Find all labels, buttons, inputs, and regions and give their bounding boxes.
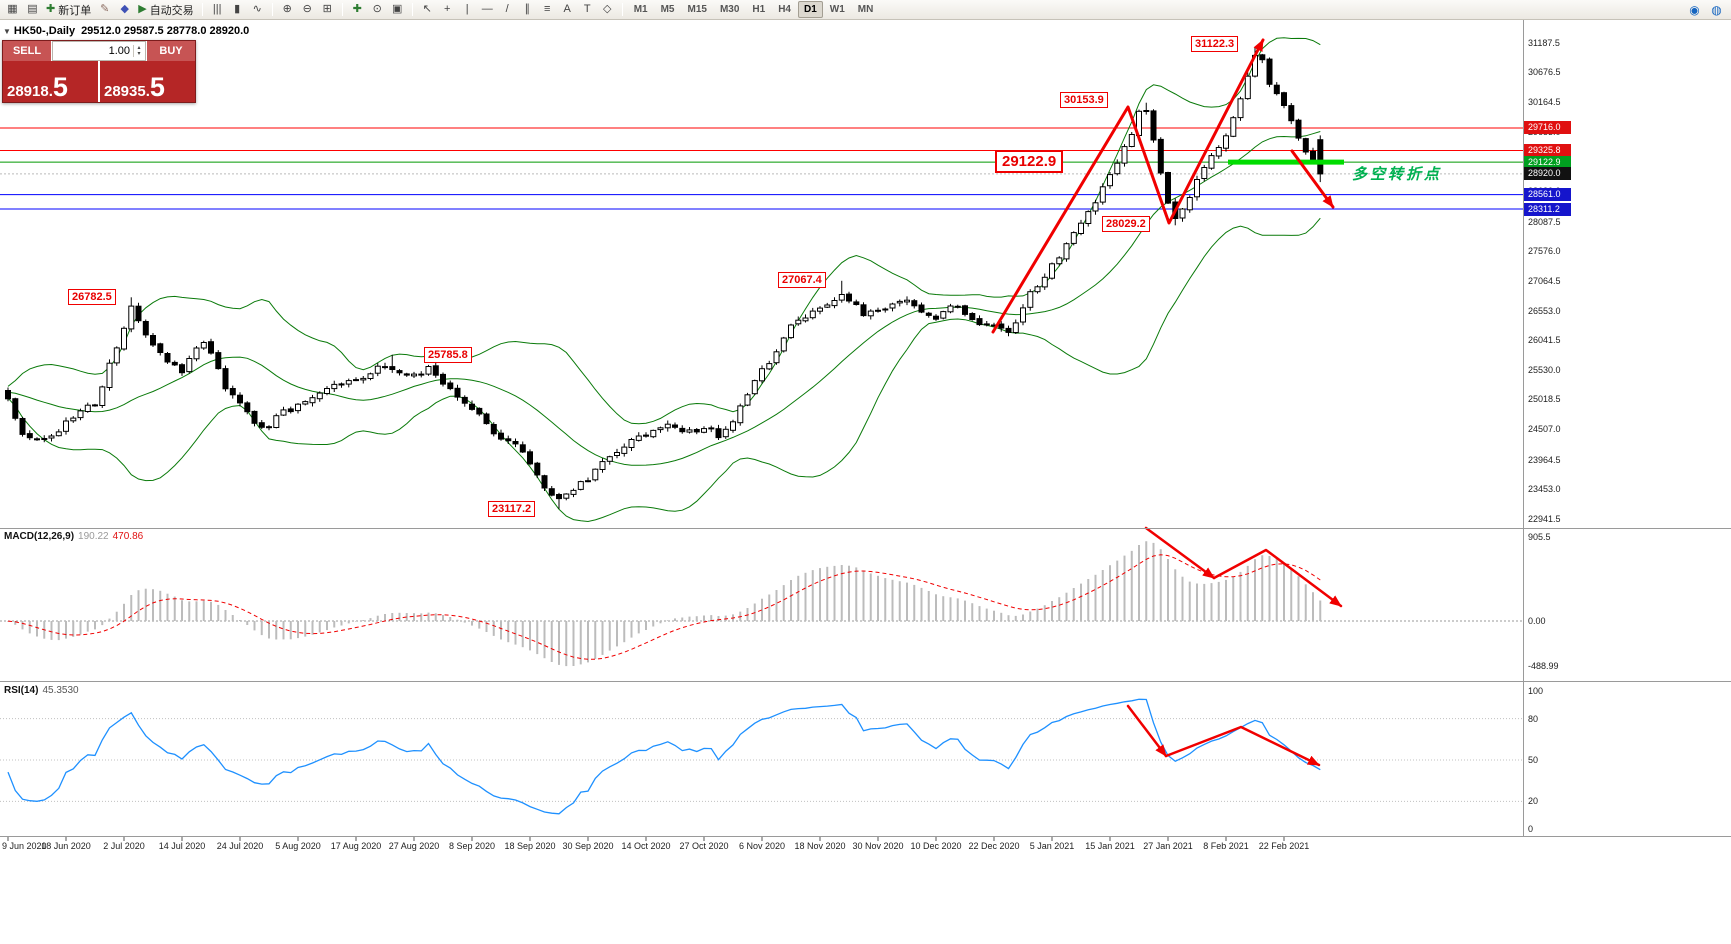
new-order-button[interactable]: ✚ 新订单 bbox=[43, 1, 94, 18]
new-chart-icon[interactable]: ▦ bbox=[3, 1, 22, 18]
buy-price[interactable]: 28935. 5 bbox=[100, 61, 195, 102]
timeframe-m30[interactable]: M30 bbox=[719, 4, 740, 15]
bar-chart-icon: ||| bbox=[212, 3, 222, 15]
vertical-line-icon[interactable]: | bbox=[458, 1, 477, 18]
macd-main-value: 190.22 bbox=[78, 531, 109, 542]
trendline-icon[interactable]: / bbox=[498, 1, 517, 18]
channel-icon: ∥ bbox=[524, 3, 530, 15]
sell-price[interactable]: 28918. 5 bbox=[3, 61, 98, 102]
volume-down-icon[interactable]: ▾ bbox=[137, 51, 141, 57]
candlestick-chart-icon: ▮ bbox=[234, 3, 241, 15]
toolbar-right-group: ◉ ◍ bbox=[1685, 1, 1728, 18]
channel-icon[interactable]: ∥ bbox=[518, 1, 537, 18]
one-click-trading-panel: SELL 1.00 ▴ ▾ BUY 28918. 5 28935. 5 bbox=[2, 40, 196, 103]
cursor-icon[interactable]: ↖ bbox=[418, 1, 437, 18]
zoom-out-icon: ⊖ bbox=[302, 3, 312, 15]
crosshair-icon: + bbox=[443, 3, 451, 15]
fibonacci-icon: ≡ bbox=[543, 3, 551, 15]
zoom-out-icon[interactable]: ⊖ bbox=[298, 1, 317, 18]
templates-icon: ▣ bbox=[391, 3, 403, 15]
toolbar-separator bbox=[621, 3, 623, 16]
experts-icon: ◆ bbox=[120, 3, 129, 15]
volume-value[interactable]: 1.00 bbox=[108, 45, 130, 57]
profiles-icon[interactable]: ▤ bbox=[23, 1, 42, 18]
line-chart-icon[interactable]: ∿ bbox=[248, 1, 267, 18]
buy-button[interactable]: BUY bbox=[147, 41, 195, 61]
chart-title: ▼ HK50-,Daily 29512.0 29587.5 28778.0 2892… bbox=[3, 25, 249, 37]
timeframe-w1[interactable]: W1 bbox=[829, 4, 845, 15]
toolbar-separator bbox=[271, 3, 273, 16]
volume-up-icon[interactable]: ▴ bbox=[137, 45, 141, 51]
crosshair-icon[interactable]: + bbox=[438, 1, 457, 18]
horizontal-line-icon: — bbox=[481, 3, 493, 15]
rsi-label: RSI(14) 45.3530 bbox=[4, 685, 79, 696]
label-icon[interactable]: T bbox=[578, 1, 597, 18]
autotrading-button-label: 自动交易 bbox=[149, 4, 194, 17]
community-icon[interactable]: ◍ bbox=[1707, 1, 1726, 18]
timeframe-h4[interactable]: H4 bbox=[778, 4, 791, 15]
toolbar-separator bbox=[341, 3, 343, 16]
metaeditor-icon[interactable]: ✎ bbox=[95, 1, 114, 18]
autotrading-button[interactable]: ▶ 自动交易 bbox=[135, 1, 196, 18]
timeframe-h1[interactable]: H1 bbox=[752, 4, 766, 15]
experts-icon[interactable]: ◆ bbox=[115, 1, 134, 18]
macd-signal-value: 470.86 bbox=[112, 531, 144, 542]
tile-windows-icon[interactable]: ⊞ bbox=[318, 1, 337, 18]
autotrading-button: ▶ bbox=[138, 3, 147, 15]
rsi-name: RSI(14) bbox=[4, 685, 39, 696]
rsi-value: 45.3530 bbox=[42, 685, 79, 696]
turning-point-annotation: 多空转折点 bbox=[1352, 166, 1443, 183]
one-click-collapse-icon[interactable]: ▼ bbox=[3, 27, 11, 36]
toolbar: ▦ ▤ ✚ 新订单 ✎ ◆ ▶ 自动交易 ||| ▮ ∿ ⊕ ⊖ ⊞ ✚ ⊙ ▣ ↖ + | — / ∥ ≡ A T ◇ M1 M5 M1… bbox=[0, 0, 1731, 20]
indicators-icon: ✚ bbox=[352, 3, 362, 15]
metaeditor-icon: ✎ bbox=[100, 3, 110, 15]
volume-stepper[interactable]: 1.00 ▴ ▾ bbox=[52, 41, 146, 61]
macd-name: MACD(12,26,9) bbox=[4, 531, 75, 542]
timeframe-d1[interactable]: D1 bbox=[798, 1, 823, 18]
line-chart-icon: ∿ bbox=[252, 3, 262, 15]
text-icon: A bbox=[563, 3, 571, 15]
fibonacci-icon[interactable]: ≡ bbox=[538, 1, 557, 18]
zoom-in-icon[interactable]: ⊕ bbox=[278, 1, 297, 18]
bar-chart-icon[interactable]: ||| bbox=[208, 1, 227, 18]
periods-icon: ⊙ bbox=[372, 3, 382, 15]
macd-label: MACD(12,26,9) 190.22 470.86 bbox=[4, 531, 143, 542]
new-order-button: ✚ bbox=[46, 3, 56, 15]
text-icon[interactable]: A bbox=[558, 1, 577, 18]
timeframe-mn[interactable]: MN bbox=[857, 4, 874, 15]
ohlc-values: 29512.0 29587.5 28778.0 28920.0 bbox=[81, 25, 250, 37]
horizontal-line-icon[interactable]: — bbox=[478, 1, 497, 18]
timeframe-m1[interactable]: M1 bbox=[633, 4, 648, 15]
shapes-icon[interactable]: ◇ bbox=[598, 1, 617, 18]
label-icon: T bbox=[583, 3, 591, 15]
templates-icon[interactable]: ▣ bbox=[388, 1, 407, 18]
sell-button[interactable]: SELL bbox=[3, 41, 51, 61]
new-order-button-label: 新订单 bbox=[58, 4, 92, 17]
profiles-icon: ▤ bbox=[27, 3, 38, 15]
volume-spinner[interactable]: ▴ ▾ bbox=[133, 45, 144, 57]
timeframe-m5[interactable]: M5 bbox=[660, 4, 675, 15]
search-icon: ◉ bbox=[1689, 2, 1700, 17]
buy-price-main: 28935. bbox=[104, 83, 150, 100]
trendline-icon: / bbox=[505, 3, 509, 15]
vertical-line-icon: | bbox=[465, 3, 469, 15]
zoom-in-icon: ⊕ bbox=[282, 3, 292, 15]
sell-price-main: 28918. bbox=[7, 83, 53, 100]
community-icon: ◍ bbox=[1711, 2, 1722, 17]
new-chart-icon: ▦ bbox=[7, 3, 18, 15]
timeframe-m15[interactable]: M15 bbox=[687, 4, 707, 15]
cursor-icon: ↖ bbox=[422, 3, 432, 15]
buy-price-pip: 5 bbox=[149, 72, 165, 103]
symbol-period-label: HK50-,Daily bbox=[13, 25, 76, 37]
sell-price-pip: 5 bbox=[52, 72, 68, 103]
tile-windows-icon: ⊞ bbox=[322, 3, 332, 15]
shapes-icon: ◇ bbox=[602, 3, 612, 15]
search-icon[interactable]: ◉ bbox=[1685, 1, 1704, 18]
candlestick-chart-icon[interactable]: ▮ bbox=[228, 1, 247, 18]
indicators-icon[interactable]: ✚ bbox=[348, 1, 367, 18]
periods-icon[interactable]: ⊙ bbox=[368, 1, 387, 18]
toolbar-separator bbox=[201, 3, 203, 16]
toolbar-separator bbox=[411, 3, 413, 16]
